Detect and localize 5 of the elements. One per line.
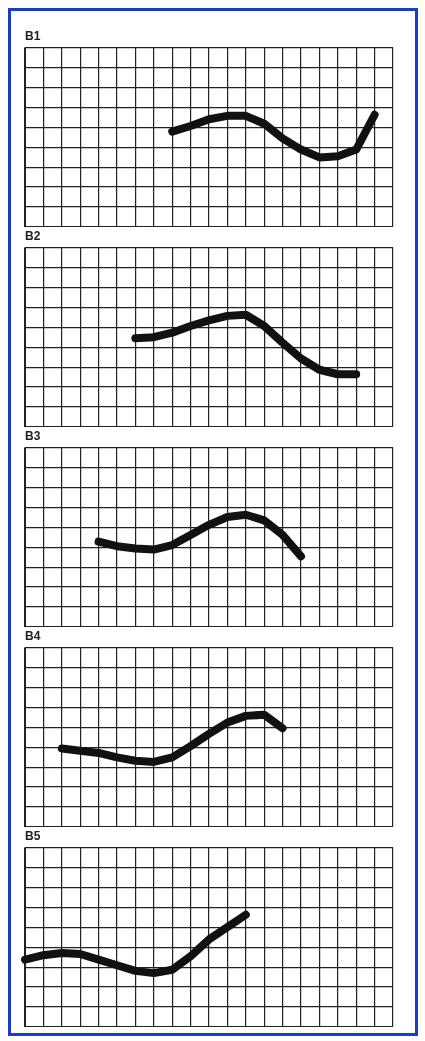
chart-title: B5 [25,828,41,843]
chart-title: B3 [25,428,41,443]
chart-title: B2 [25,228,41,243]
chart-title: B4 [25,628,41,643]
chart-title: B1 [25,28,41,43]
